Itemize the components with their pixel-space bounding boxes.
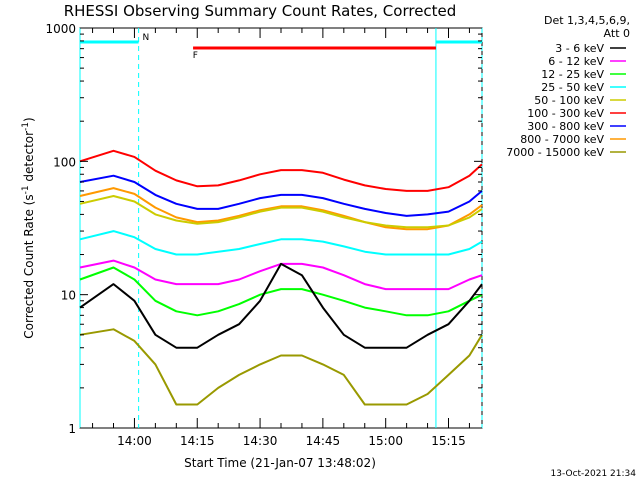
- legend-label-7: 800 - 7000 keV: [520, 133, 604, 146]
- footer-timestamp: 13-Oct-2021 21:34: [551, 469, 637, 479]
- y-label-end: ): [22, 117, 36, 122]
- series-line-3-6keV: [79, 262, 483, 349]
- legend-label-4: 50 - 100 keV: [534, 94, 604, 107]
- legend-label-8: 7000 - 15000 keV: [506, 146, 604, 159]
- flag-bars: [80, 40, 482, 50]
- annotation-F: F: [193, 51, 198, 61]
- legend-label-6: 300 - 800 keV: [527, 120, 604, 133]
- series-line-800-7000keV: [79, 187, 483, 231]
- y-tick-label-1: 10: [61, 289, 76, 303]
- series-line-300-800keV: [79, 174, 483, 217]
- y-label-main: Corrected Count Rate (s: [22, 194, 36, 338]
- chart-title: RHESSI Observing Summary Count Rates, Co…: [64, 2, 457, 20]
- legend-label-5: 100 - 300 keV: [527, 107, 604, 120]
- x-tick-label-0: 14:00: [117, 434, 152, 448]
- y-axis-label: Corrected Count Rate (s-1 detector-1): [21, 117, 36, 338]
- x-tick-label-3: 14:45: [306, 434, 341, 448]
- legend-label-1: 6 - 12 keV: [548, 55, 604, 68]
- series-line-50-100keV: [79, 195, 483, 229]
- series-line-25-50keV: [79, 230, 483, 256]
- x-tick-label-4: 15:00: [368, 434, 403, 448]
- y-label-sup2: -1: [21, 122, 31, 131]
- legend-header-1: Att 0: [604, 27, 630, 40]
- y-tick-label-3: 1000: [45, 22, 76, 36]
- x-tick-label-2: 14:30: [243, 434, 278, 448]
- y-label-mid: detector: [22, 131, 36, 186]
- annotations: NF: [142, 33, 197, 61]
- y-tick-label-0: 1: [68, 422, 76, 436]
- x-axis-ticks: 14:00 14:15 14:30 14:45 15:00 15:15: [92, 28, 470, 448]
- annotation-N: N: [142, 33, 149, 43]
- legend-label-2: 12 - 25 keV: [541, 68, 604, 81]
- series-line-6-12keV: [79, 259, 483, 291]
- legend-header-0: Det 1,3,4,5,6,9,: [544, 14, 630, 27]
- series-line-12-25keV: [79, 266, 483, 317]
- legend-label-3: 25 - 50 keV: [541, 81, 604, 94]
- series-line-7000-15000keV: [79, 328, 483, 406]
- y-tick-label-2: 100: [53, 155, 76, 169]
- series-line-100-300keV: [79, 149, 483, 192]
- legend-label-0: 3 - 6 keV: [555, 42, 604, 55]
- x-tick-label-5: 15:15: [431, 434, 466, 448]
- y-axis-ticks: 1 10 100 1000: [45, 22, 482, 436]
- y-label-sup1: -1: [21, 185, 31, 194]
- x-axis-label: Start Time (21-Jan-07 13:48:02): [184, 456, 376, 470]
- x-tick-label-1: 14:15: [180, 434, 215, 448]
- series-lines: [79, 149, 483, 406]
